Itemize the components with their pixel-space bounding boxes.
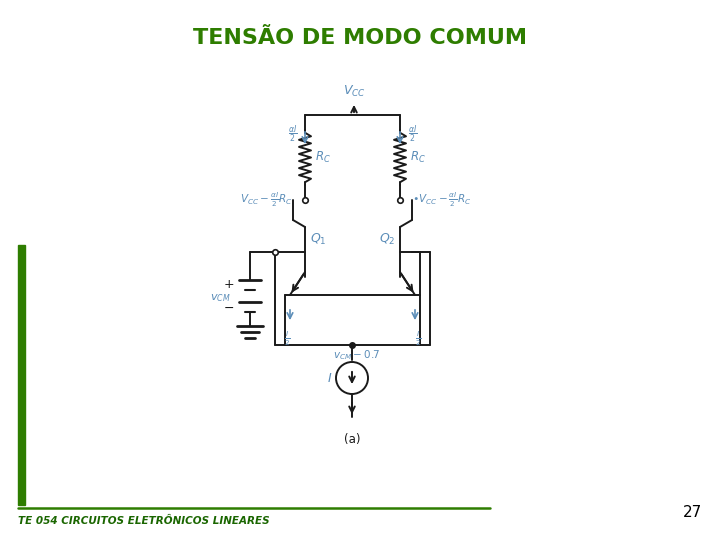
Text: $I$: $I$: [327, 372, 332, 384]
Text: $Q_2$: $Q_2$: [379, 232, 395, 247]
Text: $V_{CC}$: $V_{CC}$: [343, 84, 365, 99]
Text: $\frac{I}{2}$: $\frac{I}{2}$: [415, 330, 421, 348]
Text: $-$: $-$: [223, 300, 234, 314]
Text: TENSÃO DE MODO COMUM: TENSÃO DE MODO COMUM: [193, 28, 527, 48]
Text: $v_{CM}$: $v_{CM}$: [210, 292, 231, 304]
Text: $R_C$: $R_C$: [315, 150, 331, 165]
Bar: [18, 245, 25, 505]
Text: 27: 27: [683, 505, 702, 520]
Text: $Q_1$: $Q_1$: [310, 232, 327, 247]
Text: $\frac{\alpha I}{2}$: $\frac{\alpha I}{2}$: [408, 123, 418, 145]
Text: $\frac{I}{2}$: $\frac{I}{2}$: [284, 330, 290, 348]
Text: (a): (a): [343, 433, 360, 446]
Text: $v_{CM}-0.7$: $v_{CM}-0.7$: [333, 348, 381, 362]
Text: $\frac{\alpha I}{2}$: $\frac{\alpha I}{2}$: [287, 123, 297, 145]
Text: $V_{CC}-\frac{\alpha I}{2}R_C$: $V_{CC}-\frac{\alpha I}{2}R_C$: [240, 191, 293, 209]
Text: $R_C$: $R_C$: [410, 150, 426, 165]
Text: TE 054 CIRCUITOS ELETRÔNICOS LINEARES: TE 054 CIRCUITOS ELETRÔNICOS LINEARES: [18, 516, 269, 526]
Text: +: +: [223, 279, 234, 292]
Text: $\bullet V_{CC}-\frac{\alpha I}{2}R_C$: $\bullet V_{CC}-\frac{\alpha I}{2}R_C$: [412, 191, 472, 209]
